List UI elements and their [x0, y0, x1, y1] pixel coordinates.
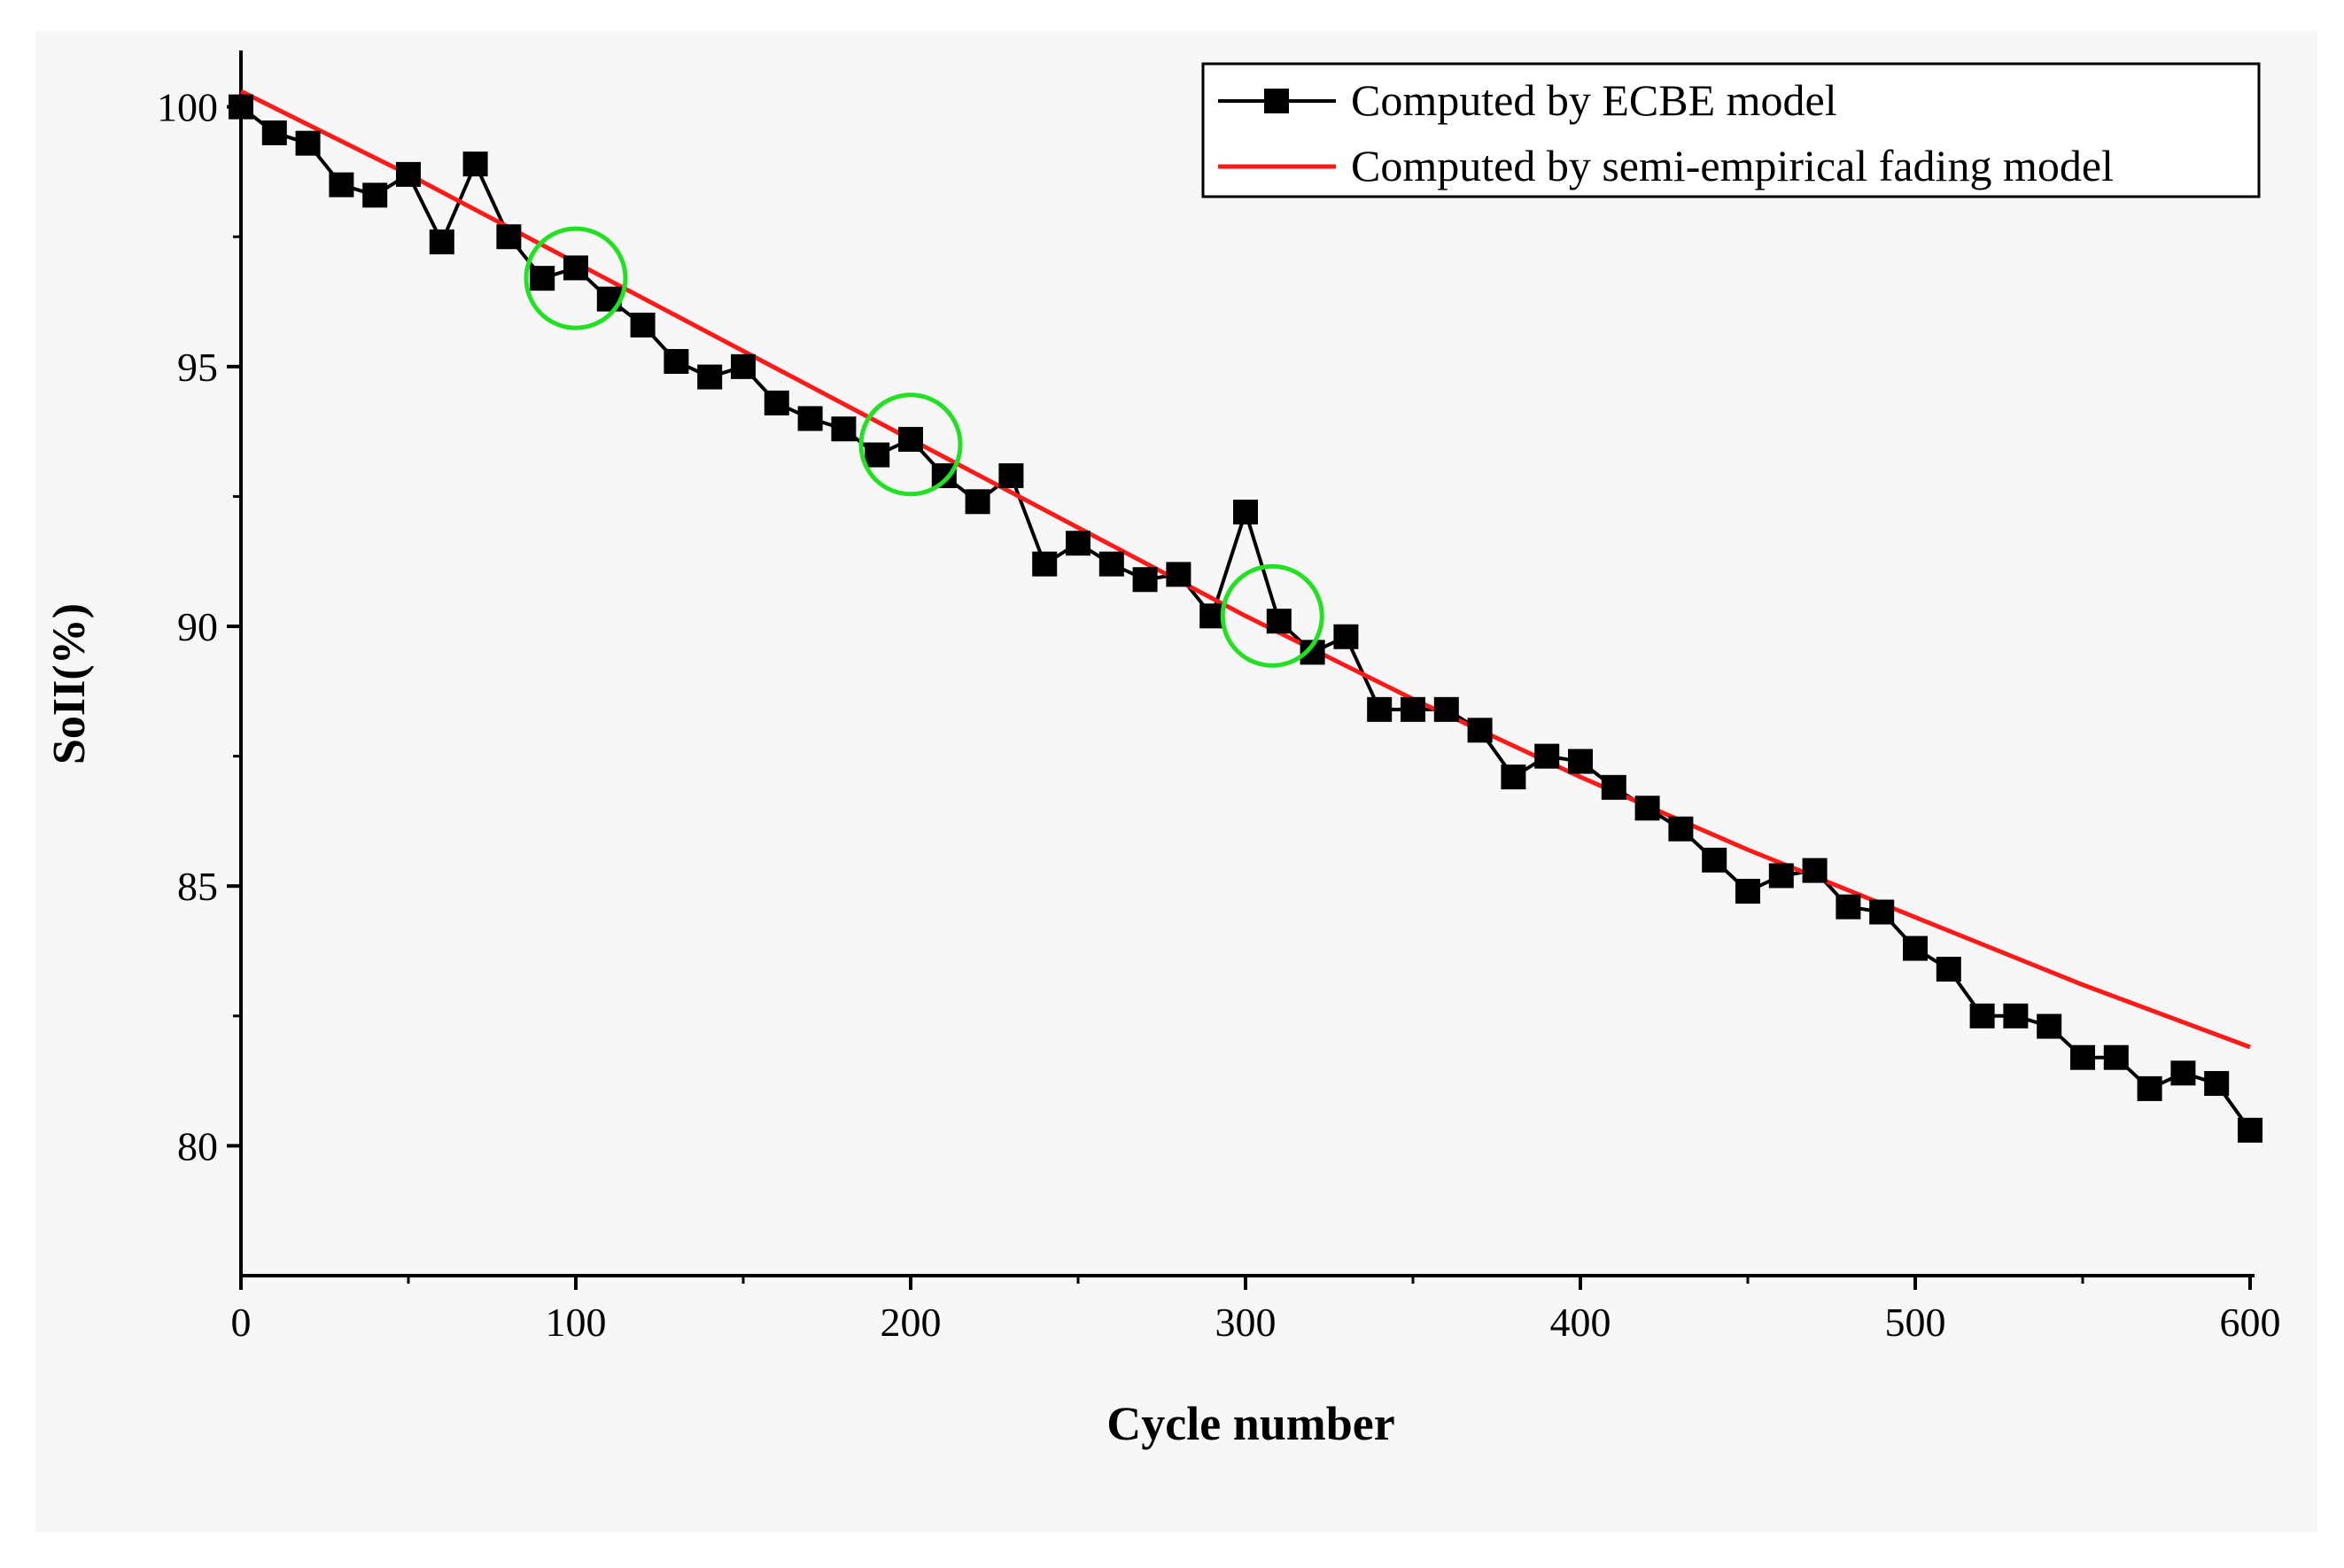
x-tick-label: 600: [2220, 1300, 2281, 1345]
ecbe-point: [1032, 551, 1058, 577]
ecbe-point: [1702, 847, 1727, 873]
ecbe-point: [496, 224, 522, 250]
y-tick-label: 95: [177, 345, 218, 390]
ecbe-point: [229, 94, 253, 120]
y-tick-label: 100: [157, 85, 218, 130]
ecbe-point: [1568, 749, 1593, 774]
ecbe-point: [530, 266, 555, 291]
ecbe-point: [697, 364, 723, 390]
ecbe-point: [1936, 957, 1961, 982]
ecbe-point: [630, 312, 656, 338]
x-tick-label: 200: [881, 1300, 942, 1345]
ecbe-point: [1266, 609, 1292, 634]
x-tick-label: 0: [231, 1300, 252, 1345]
ecbe-point: [1367, 696, 1393, 722]
ecbe-point: [295, 130, 321, 156]
ecbe-point: [1768, 863, 1794, 889]
ecbe-point: [261, 120, 287, 145]
ecbe-point: [1433, 696, 1459, 722]
ecbe-point: [1401, 696, 1425, 722]
highlight-circle: [524, 226, 628, 330]
ecbe-point: [764, 390, 789, 415]
ecbe-point: [396, 161, 421, 187]
legend-box: [1201, 62, 2261, 198]
ecbe-point: [1066, 531, 1091, 556]
x-tick-label: 400: [1550, 1300, 1611, 1345]
ecbe-point: [563, 255, 588, 281]
ecbe-point: [1199, 603, 1225, 629]
ecbe-point: [1634, 796, 1660, 821]
plot-background: [35, 31, 2317, 1533]
ecbe-point: [1601, 774, 1626, 800]
legend-label-semi-empirical: Computed by semi-empirical fading model: [1351, 141, 2114, 190]
ecbe-point: [1534, 743, 1560, 769]
ecbe-point: [1869, 899, 1895, 925]
ecbe-point: [1903, 935, 1928, 961]
ecbe-point: [1467, 718, 1493, 743]
highlight-circle: [858, 392, 963, 497]
legend-swatch-marker-ecbe: [1264, 89, 1289, 113]
ecbe-point: [898, 426, 923, 452]
x-tick-label: 300: [1215, 1300, 1277, 1345]
highlight-circle: [1220, 563, 1324, 668]
ecbe-point: [1501, 765, 1526, 790]
ecbe-point: [2238, 1117, 2263, 1143]
ecbe-point: [831, 416, 857, 442]
ecbe-point: [797, 406, 823, 431]
ecbe-point: [2137, 1075, 2162, 1101]
y-tick-label: 90: [177, 604, 218, 649]
ecbe-point: [1668, 816, 1694, 842]
ecbe-point: [2003, 1003, 2029, 1029]
ecbe-point: [1969, 1003, 1995, 1029]
ecbe-point: [2170, 1060, 2196, 1086]
ecbe-point: [329, 172, 354, 198]
ecbe-point: [664, 348, 689, 374]
ecbe-point: [1836, 894, 1861, 920]
x-tick-label: 100: [546, 1300, 607, 1345]
x-tick-label: 500: [1885, 1300, 1946, 1345]
ecbe-point: [362, 182, 388, 208]
ecbe-point: [865, 442, 890, 468]
ecbe-point: [1132, 567, 1158, 593]
ecbe-point: [1333, 624, 1359, 649]
ecbe-point: [1098, 551, 1124, 577]
y-tick-label: 85: [177, 864, 218, 909]
ecbe-point: [731, 353, 756, 379]
ecbe-point: [998, 462, 1024, 488]
legend-label-ecbe: Computed by ECBE model: [1351, 75, 1837, 125]
ecbe-point: [1735, 879, 1760, 904]
ecbe-point: [2070, 1044, 2095, 1070]
x-axis-title: Cycle number: [1106, 1397, 1394, 1450]
ecbe-point: [965, 489, 990, 515]
ecbe-point: [1166, 562, 1191, 587]
ecbe-point: [2037, 1013, 2062, 1039]
y-axis-title: SoII(%): [44, 603, 95, 765]
ecbe-point: [429, 229, 454, 255]
ecbe-point: [462, 151, 488, 177]
y-tick-label: 80: [177, 1123, 218, 1168]
ecbe-point: [2103, 1044, 2129, 1070]
ecbe-point: [1802, 858, 1828, 883]
ecbe-point: [1233, 500, 1258, 525]
ecbe-point: [2204, 1071, 2230, 1097]
